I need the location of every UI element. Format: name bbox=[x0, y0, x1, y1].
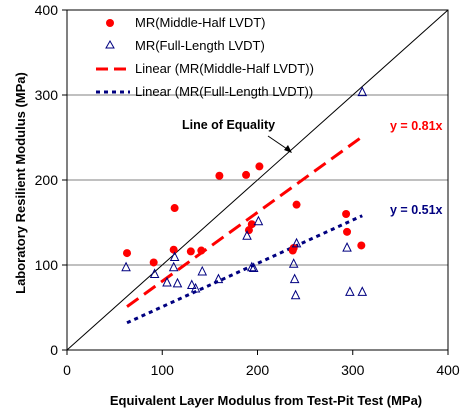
data-point-full-length bbox=[172, 277, 183, 288]
annotation-slope-full-length: y = 0.51x bbox=[390, 203, 443, 217]
y-tick-label: 0 bbox=[50, 342, 58, 358]
data-point-full-length bbox=[149, 268, 160, 278]
series-line bbox=[126, 214, 363, 325]
x-axis-title: Equivalent Layer Modulus from Test-Pit T… bbox=[110, 393, 422, 408]
data-point-middle-half bbox=[343, 227, 352, 236]
data-points bbox=[121, 86, 368, 300]
data-point-full-length bbox=[190, 282, 201, 293]
data-point-full-length bbox=[345, 286, 355, 296]
data-point-middle-half bbox=[186, 247, 195, 256]
y-axis-title: Laboratory Resilient Modulus (MPa) bbox=[13, 72, 28, 294]
annotation-slope-middle-half: y = 0.81x bbox=[390, 119, 443, 133]
series-line bbox=[126, 135, 364, 308]
axis-ticks: 0 100 200 300 400 0 100 200 300 400 bbox=[35, 2, 460, 378]
data-point-full-length bbox=[246, 261, 257, 272]
data-point-full-length bbox=[242, 230, 252, 240]
data-point-full-length bbox=[162, 276, 172, 287]
data-point-full-length bbox=[169, 251, 180, 261]
data-point-middle-half bbox=[149, 258, 158, 267]
data-point-middle-half bbox=[292, 200, 301, 209]
data-point-full-length bbox=[290, 289, 301, 300]
data-point-full-length bbox=[121, 261, 131, 272]
trend-lines bbox=[66, 9, 449, 351]
x-tick-label: 0 bbox=[63, 362, 71, 378]
x-tick-label: 100 bbox=[151, 362, 175, 378]
data-point-middle-half bbox=[357, 241, 366, 250]
data-point-middle-half bbox=[170, 204, 179, 213]
series-line bbox=[66, 9, 449, 351]
legend: MR(Middle-Half LVDT) MR(Full-Length LVDT… bbox=[96, 15, 314, 99]
legend-label-middle-half: MR(Middle-Half LVDT) bbox=[135, 15, 266, 30]
data-point-full-length bbox=[357, 286, 368, 296]
annotation-arrowhead bbox=[284, 145, 292, 153]
data-point-middle-half bbox=[242, 170, 251, 179]
y-tick-label: 400 bbox=[35, 2, 59, 18]
data-point-middle-half bbox=[247, 220, 256, 229]
data-point-full-length bbox=[288, 258, 299, 268]
x-tick-label: 400 bbox=[436, 362, 460, 378]
legend-label-linear-full-length: Linear (MR(Full-Length LVDT)) bbox=[135, 84, 313, 99]
data-point-full-length bbox=[253, 215, 264, 226]
data-point-full-length bbox=[248, 262, 259, 273]
legend-marker-middle-half bbox=[106, 19, 114, 27]
y-tick-label: 300 bbox=[35, 87, 59, 103]
data-point-full-length bbox=[342, 242, 352, 252]
x-tick-label: 200 bbox=[246, 362, 270, 378]
y-tick-label: 100 bbox=[35, 257, 59, 273]
legend-label-linear-middle-half: Linear (MR(Middle-Half LVDT)) bbox=[135, 61, 314, 76]
x-tick-label: 300 bbox=[341, 362, 365, 378]
data-point-full-length bbox=[197, 265, 208, 276]
data-point-middle-half bbox=[123, 249, 132, 258]
legend-label-full-length: MR(Full-Length LVDT) bbox=[135, 38, 265, 53]
data-point-middle-half bbox=[169, 245, 178, 254]
data-point-full-length bbox=[357, 86, 368, 97]
data-point-middle-half bbox=[289, 244, 298, 252]
data-point-middle-half bbox=[215, 171, 224, 180]
legend-marker-full-length bbox=[105, 39, 115, 49]
data-point-full-length bbox=[291, 237, 302, 248]
data-point-middle-half bbox=[255, 162, 264, 171]
data-point-full-length bbox=[168, 261, 179, 272]
annotation-line-of-equality: Line of Equality bbox=[182, 118, 275, 132]
data-point-middle-half bbox=[342, 210, 351, 218]
data-point-middle-half bbox=[197, 246, 206, 255]
y-tick-label: 200 bbox=[35, 172, 59, 188]
data-point-full-length bbox=[186, 279, 197, 290]
data-point-full-length bbox=[289, 273, 300, 284]
data-point-full-length bbox=[213, 273, 224, 284]
